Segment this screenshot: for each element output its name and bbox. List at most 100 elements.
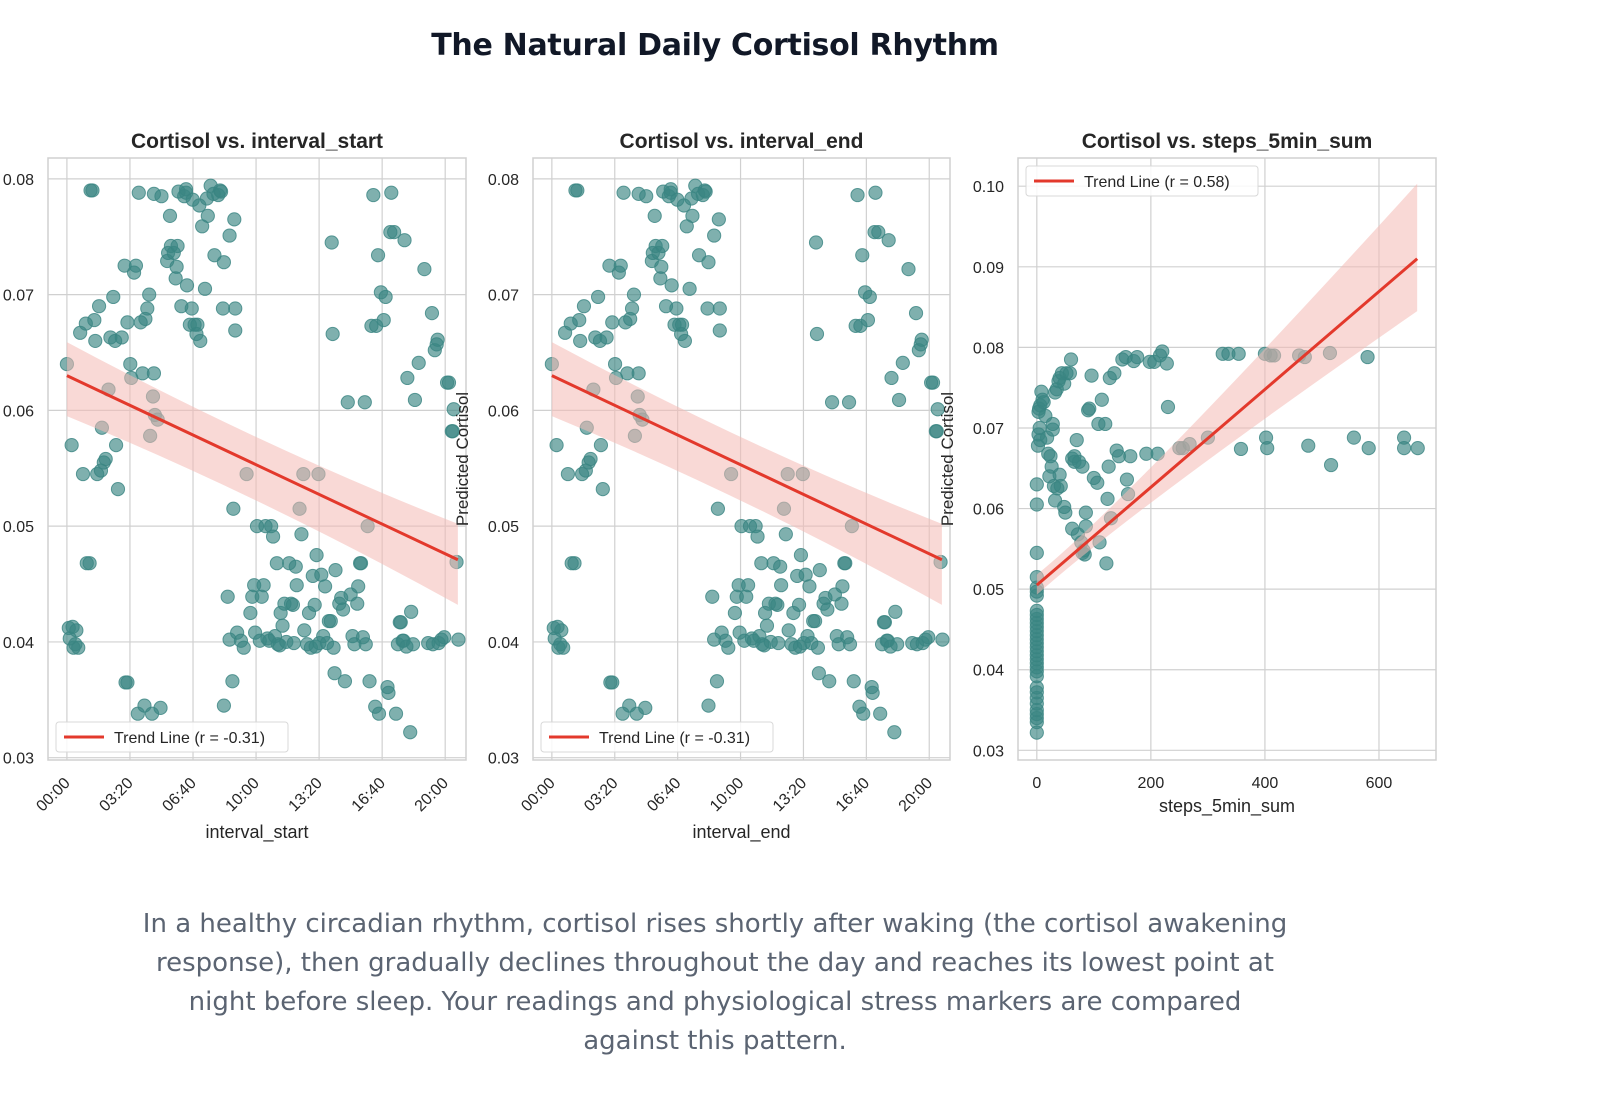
charts-figure: 00:00 03:20 06:40 10:00 13:20 16:40 20:000.030… (3, 130, 1437, 843)
data-point (624, 301, 640, 316)
data-point (405, 637, 421, 652)
data-point (388, 706, 404, 721)
data-point (142, 287, 157, 302)
y-tick-label: 0.06 (488, 403, 519, 420)
x-axis-label: interval_end (692, 822, 790, 843)
data-point (891, 392, 907, 408)
data-point (350, 596, 365, 611)
data-point (184, 301, 199, 316)
y-tick-label: 0.08 (488, 172, 519, 189)
data-point (1075, 459, 1090, 474)
data-point (1094, 392, 1109, 407)
data-point (378, 289, 393, 305)
data-point (411, 355, 426, 371)
data-point (739, 589, 754, 604)
panel-title: Cortisol vs. interval_start (131, 130, 383, 153)
data-point (226, 501, 241, 516)
data-point (404, 604, 419, 619)
data-point (807, 613, 823, 629)
data-point (178, 182, 194, 197)
data-point (810, 640, 826, 655)
data-point (838, 556, 853, 571)
x-axis-label: interval_start (205, 822, 308, 843)
data-point (871, 224, 886, 240)
data-point (812, 563, 827, 578)
data-point (220, 589, 235, 604)
data-point (337, 674, 353, 689)
data-point (254, 589, 269, 604)
data-point (225, 674, 240, 689)
data-point (701, 698, 716, 713)
x-axis-label: steps_5min_sum (1159, 796, 1295, 817)
data-point (371, 706, 387, 721)
data-point (556, 640, 571, 655)
data-point (1029, 477, 1044, 492)
data-point (701, 255, 716, 270)
data-point (1029, 497, 1044, 512)
chart-panel-steps: 0 200 400 600 0.03 0.04 0.05 0.06 0.07 0.08 0.09 0.… (938, 130, 1437, 817)
legend: Trend Line (r = 0.58) (1025, 165, 1259, 197)
data-point (674, 317, 690, 332)
data-point (1233, 441, 1249, 457)
data-point (407, 392, 423, 408)
data-point (669, 301, 684, 316)
x-tick-label: 200 (1138, 775, 1165, 792)
legend-label: Trend Line (r = 0.58) (1084, 174, 1230, 191)
x-tick-label: 13:20 (770, 775, 810, 815)
data-point (711, 212, 726, 227)
data-point (170, 238, 185, 254)
data-point (822, 674, 837, 689)
data-point (1123, 449, 1138, 464)
data-point (842, 637, 858, 652)
data-point (712, 323, 727, 338)
data-point (265, 529, 281, 544)
data-point (236, 640, 251, 655)
data-point (1361, 441, 1376, 456)
data-point (570, 183, 585, 198)
data-point (616, 185, 631, 200)
data-point (560, 466, 576, 482)
x-tick-label: 600 (1366, 775, 1393, 792)
data-point (778, 527, 793, 542)
trend-line (66, 374, 459, 562)
data-point (288, 559, 303, 574)
data-point (69, 623, 84, 638)
data-point (802, 579, 817, 594)
y-tick-label: 0.06 (973, 502, 1004, 519)
data-point (381, 685, 396, 700)
data-point (335, 602, 351, 617)
data-point (1090, 475, 1105, 490)
data-point (613, 258, 628, 273)
x-tick-label: 03:20 (96, 775, 136, 815)
data-point (120, 675, 135, 690)
data-point (1036, 395, 1051, 410)
data-point (1260, 441, 1275, 456)
data-point (1063, 352, 1079, 367)
data-point (446, 402, 461, 417)
data-point (309, 547, 324, 563)
data-point (809, 326, 825, 342)
data-point (576, 299, 592, 314)
data-point (791, 597, 807, 612)
data-point (285, 597, 301, 612)
data-point (599, 330, 614, 345)
data-point (71, 640, 86, 655)
legend-box (540, 721, 774, 753)
x-tick-label: 16:40 (833, 775, 873, 815)
data-point (846, 674, 861, 689)
data-point (677, 333, 692, 349)
description-text: In a healthy circadian rhythm, cortisol … (142, 909, 1288, 1056)
data-point (114, 330, 129, 345)
data-point (323, 613, 338, 629)
data-point (98, 451, 113, 467)
data-point (855, 248, 870, 263)
data-point (128, 258, 144, 273)
x-tick-label: 00:00 (33, 775, 73, 815)
data-point (631, 366, 646, 381)
data-point (774, 578, 789, 593)
data-point (131, 185, 146, 200)
panel-title: Cortisol vs. steps_5min_sum (1082, 130, 1373, 153)
data-point (88, 333, 103, 349)
data-point (811, 666, 826, 681)
data-point (721, 640, 736, 655)
